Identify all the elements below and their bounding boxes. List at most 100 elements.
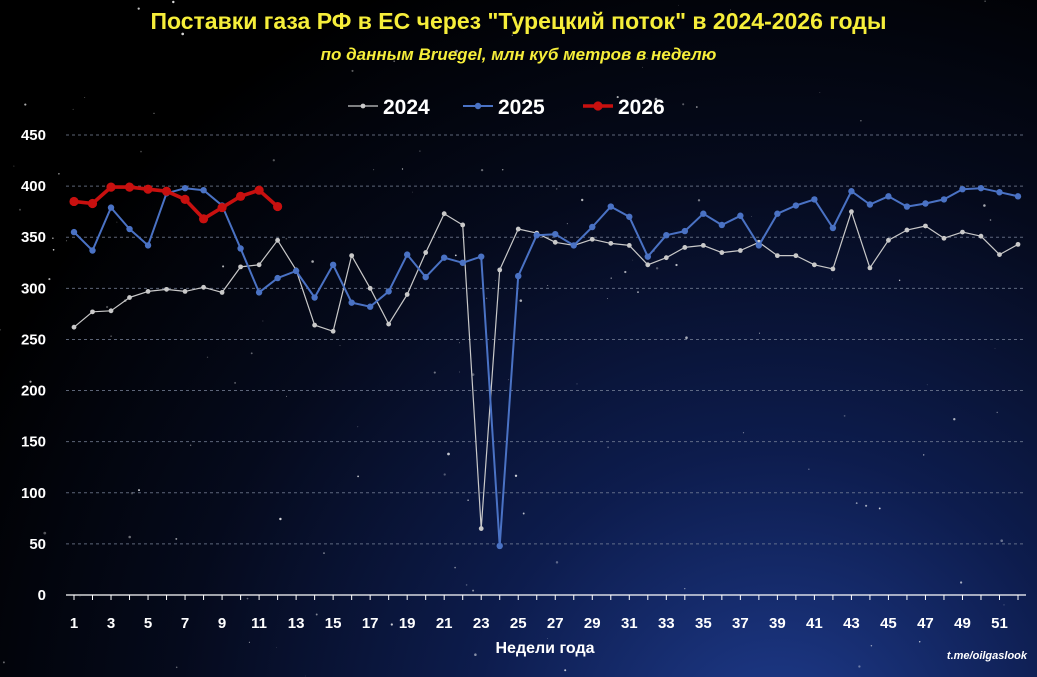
star xyxy=(1000,539,1004,543)
data-point xyxy=(589,236,595,242)
star xyxy=(920,232,922,234)
star xyxy=(24,103,27,106)
star xyxy=(175,537,178,540)
data-point xyxy=(922,200,929,207)
star xyxy=(19,208,21,211)
star xyxy=(175,666,178,669)
data-point xyxy=(589,223,596,231)
star xyxy=(843,415,846,417)
data-point xyxy=(182,289,188,294)
star xyxy=(401,168,404,170)
data-point xyxy=(107,204,115,211)
star xyxy=(13,165,15,167)
star xyxy=(459,371,460,373)
star xyxy=(495,280,497,282)
legend-swatch-marker xyxy=(474,102,482,110)
chart-title: Поставки газа РФ в ЕС через "Турецкий по… xyxy=(150,8,887,34)
y-tick-label: 50 xyxy=(29,536,46,553)
x-tick-label: 49 xyxy=(954,615,971,632)
star xyxy=(234,381,237,384)
data-point xyxy=(533,231,540,239)
star xyxy=(566,223,568,225)
star xyxy=(455,49,458,53)
star xyxy=(684,588,686,590)
data-point xyxy=(311,294,318,301)
star xyxy=(443,473,446,476)
star xyxy=(459,342,460,344)
data-point xyxy=(886,237,891,243)
data-point xyxy=(719,250,725,255)
x-tick-label: 33 xyxy=(658,615,675,632)
star xyxy=(994,347,996,349)
data-point xyxy=(238,264,243,270)
source-credit: t.me/oilgaslook xyxy=(946,650,1027,662)
data-point xyxy=(663,231,670,239)
star xyxy=(472,589,475,592)
star xyxy=(206,356,209,358)
star xyxy=(682,103,685,106)
star xyxy=(654,97,658,101)
data-point xyxy=(960,229,965,235)
star xyxy=(286,395,288,397)
x-tick-label: 23 xyxy=(473,615,490,632)
y-tick-label: 250 xyxy=(21,331,46,348)
star xyxy=(323,552,325,554)
chart-subtitle: по данным Bruegel, млн куб метров в неде… xyxy=(320,45,717,64)
star xyxy=(508,379,510,381)
star xyxy=(190,444,192,446)
star xyxy=(959,581,963,584)
data-point xyxy=(849,209,854,215)
x-axis-ticks: 1 3 5 7 9 11 13 15 17 19 21 23 25 27 29 31 33 35 37 39 41 43 4… xyxy=(70,595,1019,632)
star xyxy=(246,597,249,600)
data-point xyxy=(459,259,466,266)
star xyxy=(655,267,659,270)
star xyxy=(607,446,609,449)
star xyxy=(624,270,627,274)
data-point xyxy=(106,182,116,192)
y-tick-label: 150 xyxy=(21,434,46,451)
data-point xyxy=(1014,193,1022,200)
data-point xyxy=(161,186,172,196)
data-point xyxy=(235,191,246,201)
star xyxy=(65,240,68,242)
data-point xyxy=(552,239,558,245)
star xyxy=(511,34,513,36)
legend-label: 2025 xyxy=(498,96,545,119)
data-point xyxy=(830,266,836,272)
data-point xyxy=(386,321,392,327)
star xyxy=(547,284,549,286)
star xyxy=(984,0,986,2)
star xyxy=(697,199,701,202)
data-point xyxy=(626,213,633,220)
data-point xyxy=(997,252,1002,257)
star xyxy=(646,57,648,60)
y-tick-label: 350 xyxy=(21,229,46,246)
star xyxy=(279,517,282,521)
data-point xyxy=(255,289,263,296)
star xyxy=(610,277,612,279)
data-point xyxy=(145,289,151,294)
star xyxy=(174,24,176,26)
data-point xyxy=(108,308,114,314)
star xyxy=(339,345,341,346)
star xyxy=(637,291,639,293)
series-line-2025 xyxy=(73,187,1019,547)
data-point xyxy=(180,194,190,204)
star xyxy=(547,638,548,639)
star xyxy=(305,675,306,677)
data-point xyxy=(682,245,688,250)
star xyxy=(574,15,576,17)
star xyxy=(555,561,559,564)
series-2025 xyxy=(70,184,1022,550)
star xyxy=(465,584,468,586)
y-tick-label: 100 xyxy=(21,485,46,502)
star xyxy=(576,383,578,385)
star xyxy=(84,96,86,98)
star xyxy=(870,645,873,647)
data-point xyxy=(903,203,911,210)
data-point xyxy=(700,243,706,248)
x-tick-label: 35 xyxy=(695,615,712,632)
grid-lines xyxy=(66,134,1026,596)
data-point xyxy=(755,242,763,249)
data-point xyxy=(256,262,262,268)
